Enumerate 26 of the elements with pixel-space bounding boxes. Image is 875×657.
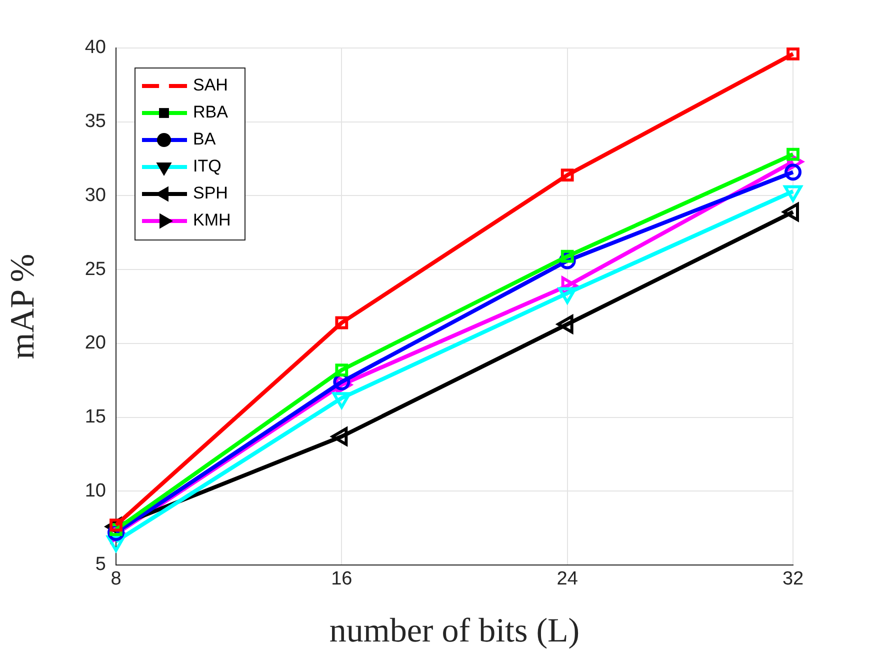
legend-label: ITQ	[193, 156, 222, 176]
x-tick-label: 16	[331, 568, 352, 590]
x-axis-title: number of bits (L)	[329, 612, 580, 650]
y-tick-label: 35	[84, 111, 106, 132]
y-tick-label: 40	[84, 37, 106, 58]
point	[784, 164, 802, 181]
legend-label: RBA	[193, 102, 229, 122]
x-tick-label: 24	[556, 568, 578, 590]
point	[335, 316, 348, 330]
legend-label: KMH	[193, 210, 231, 230]
point	[786, 47, 800, 60]
y-tick-label: 15	[84, 406, 106, 428]
x-tick-label: 32	[782, 568, 804, 590]
x-tick-label: 8	[110, 568, 122, 590]
y-axis-title: mAP %	[4, 254, 42, 360]
y-tick-label: 10	[84, 480, 106, 502]
legend-label: BA	[193, 130, 216, 149]
y-tick-label: 30	[84, 184, 106, 206]
y-tick-label: 25	[84, 258, 106, 280]
point	[335, 364, 348, 376]
point	[786, 148, 800, 161]
y-tick-label: 20	[84, 332, 106, 354]
point	[560, 168, 574, 182]
y-tick-label: 5	[95, 554, 106, 576]
legend-label: SAH	[193, 76, 228, 95]
legend-label: SPH	[193, 184, 228, 203]
